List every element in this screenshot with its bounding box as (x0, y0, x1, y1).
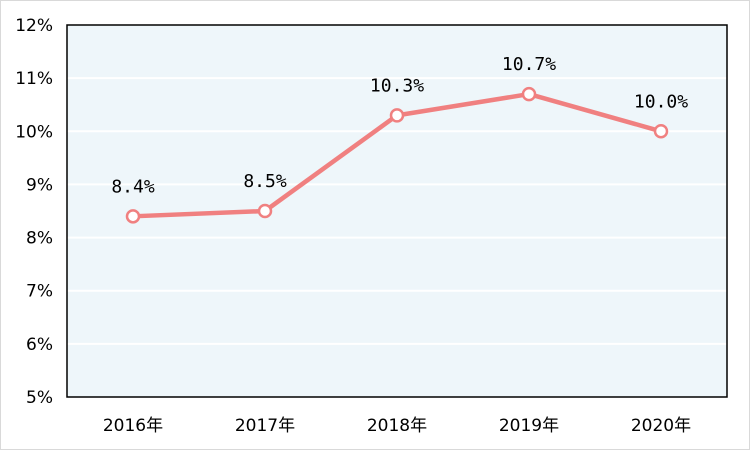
x-tick-label: 2020年 (631, 416, 691, 436)
series-layer (125, 86, 669, 224)
data-point (257, 203, 273, 219)
plot-border (66, 24, 728, 398)
y-tick-label: 8% (26, 229, 53, 249)
x-tick-labels: 2016年 2017年 2018年 2019年 2020年 (103, 416, 691, 436)
x-tick-label: 2016年 (103, 416, 163, 436)
data-label: 8.4% (111, 176, 155, 197)
y-tick-label: 5% (26, 388, 53, 408)
data-labels: 8.4% 8.5% 10.3% 10.7% 10.0% (111, 54, 688, 197)
data-label: 10.0% (634, 91, 688, 112)
y-tick-label: 9% (26, 175, 53, 195)
y-tick-label: 7% (26, 282, 53, 302)
y-tick-label: 11% (15, 69, 53, 89)
data-point (653, 124, 669, 139)
data-label: 10.7% (502, 54, 556, 75)
x-tick-label: 2018年 (367, 416, 427, 436)
x-tick-label: 2019年 (499, 416, 559, 436)
gridlines (67, 77, 727, 345)
data-label: 10.3% (370, 75, 424, 96)
y-tick-label: 12% (15, 16, 53, 36)
y-tick-label: 10% (15, 122, 53, 142)
data-point (125, 209, 141, 224)
data-point (389, 108, 405, 123)
data-point (521, 86, 537, 102)
y-tick-labels: 5% 6% 7% 8% 9% 10% 11% 12% (15, 16, 53, 408)
plot-area (67, 25, 727, 397)
axes (66, 24, 728, 398)
x-tick-label: 2017年 (235, 416, 295, 436)
y-tick-label: 6% (26, 335, 53, 355)
data-label: 8.5% (243, 171, 287, 192)
